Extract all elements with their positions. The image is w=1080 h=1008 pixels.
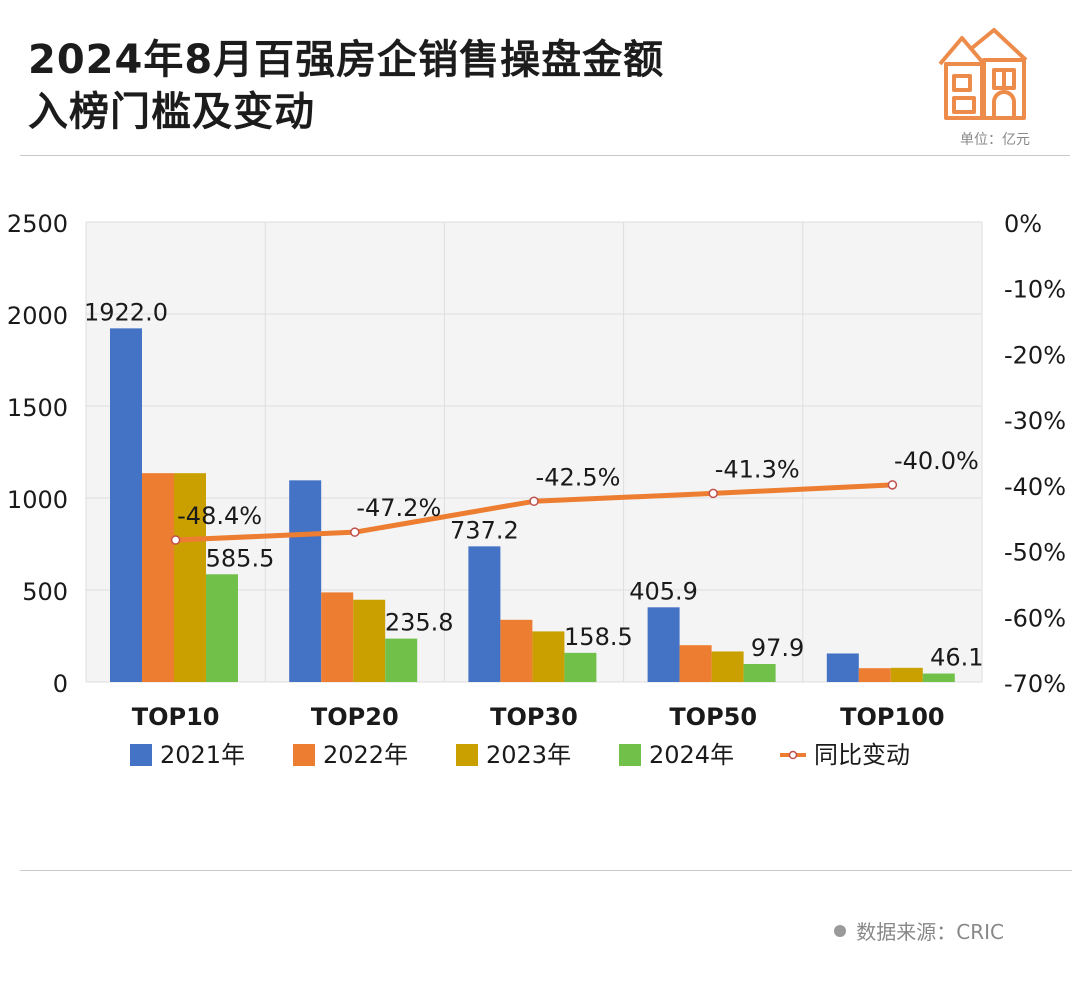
y-left-tick-label: 1500 (7, 394, 68, 422)
yoy-data-label: -42.5% (536, 463, 621, 491)
bar-2024年-TOP10 (206, 574, 238, 682)
yoy-point-TOP30 (529, 496, 539, 507)
y-right-tick-label: -50% (1004, 539, 1066, 567)
bar-2024年-TOP30 (564, 652, 597, 682)
bar-2022年-TOP100 (858, 668, 891, 682)
y-right-tick-label: -60% (1004, 604, 1066, 632)
yoy-point-TOP20 (350, 527, 360, 537)
yoy-data-label: -41.3% (715, 455, 800, 483)
x-tick-label: TOP50 (669, 703, 757, 731)
yoy-data-label: -40.0% (894, 447, 979, 475)
y-right-tick-label: -70% (1004, 670, 1066, 698)
legend-label: 2024年 (649, 741, 734, 769)
bar-2022年-TOP20 (321, 592, 354, 682)
y-right-tick-label: -20% (1004, 341, 1066, 369)
bar-data-label: 158.5 (564, 623, 633, 651)
x-tick-label: TOP100 (840, 703, 944, 731)
bar-2021年-TOP100 (826, 653, 859, 682)
bar-data-label: 405.9 (629, 577, 698, 605)
bar-2021年-TOP10 (110, 328, 142, 682)
y-left-tick-label: 2500 (7, 210, 68, 238)
yoy-data-label: -47.2% (356, 494, 441, 522)
bar-2023年-TOP30 (532, 631, 565, 682)
yoy-data-label: -48.4% (177, 502, 262, 530)
legend-swatch-2024年 (619, 744, 641, 766)
page-title-line2: 入榜门槛及变动 (28, 89, 315, 135)
y-left-tick-label: 0 (53, 670, 68, 698)
title-block: 2024年8月百强房企销售操盘金额 入榜门槛及变动 (28, 34, 664, 138)
bar-data-label: 585.5 (206, 544, 275, 572)
bar-data-label: 1922.0 (84, 298, 168, 326)
legend-label: 2023年 (486, 741, 571, 769)
yoy-point-TOP100 (887, 480, 898, 490)
legend-line-marker (788, 750, 798, 760)
y-right-tick-label: 0% (1004, 210, 1042, 238)
yoy-point-TOP50 (708, 488, 718, 499)
legend-label: 2022年 (323, 741, 408, 769)
page-title-line1: 2024年8月百强房企销售操盘金额 (28, 37, 665, 83)
bar-2022年-TOP50 (679, 645, 712, 682)
bar-2023年-TOP100 (890, 667, 923, 682)
bar-2021年-TOP30 (468, 546, 501, 682)
house-logo-icon (938, 28, 1028, 120)
bar-2024年-TOP20 (385, 638, 418, 682)
divider-bottom (20, 870, 1072, 871)
source-note: 数据来源：CRIC (834, 916, 1004, 945)
legend-label: 同比变动 (814, 741, 910, 769)
bullet-dot-icon (834, 924, 847, 937)
y-left-tick-label: 2000 (7, 302, 68, 330)
legend-swatch-2022年 (293, 744, 315, 766)
x-tick-label: TOP20 (311, 703, 399, 731)
source-text: 数据来源：CRIC (856, 920, 1004, 944)
y-left-tick-label: 500 (22, 578, 68, 606)
bar-data-label: 737.2 (450, 516, 519, 544)
bar-data-label: 235.8 (385, 609, 454, 637)
bar-data-label: 46.1 (930, 644, 983, 672)
bar-2022年-TOP10 (142, 473, 174, 682)
bar-2021年-TOP50 (647, 607, 680, 682)
y-left-tick-label: 1000 (7, 486, 68, 514)
yoy-point-TOP10 (170, 535, 181, 545)
y-right-tick-label: -40% (1004, 473, 1066, 501)
bar-2021年-TOP20 (289, 480, 322, 682)
bar-2024年-TOP100 (922, 673, 955, 682)
bar-2022年-TOP30 (500, 619, 533, 682)
x-tick-label: TOP30 (490, 703, 578, 731)
unit-label: 单位：亿元 (960, 132, 1030, 148)
bar-2023年-TOP20 (353, 599, 386, 682)
legend-label: 2021年 (160, 741, 245, 769)
legend-swatch-2023年 (456, 744, 478, 766)
x-tick-label: TOP10 (132, 703, 220, 731)
y-right-tick-label: -10% (1004, 276, 1066, 304)
divider-top (20, 155, 1070, 156)
bar-2024年-TOP50 (743, 663, 776, 682)
y-right-tick-label: -30% (1004, 407, 1066, 435)
chart: 0 500 1000 1500 2000 2500 0% -10% -20% -30% -40% -5… (7, 210, 1066, 769)
legend-swatch-2021年 (130, 744, 152, 766)
bar-2023年-TOP10 (174, 473, 206, 682)
bar-2023年-TOP50 (711, 651, 744, 682)
bar-data-label: 97.9 (751, 634, 804, 662)
